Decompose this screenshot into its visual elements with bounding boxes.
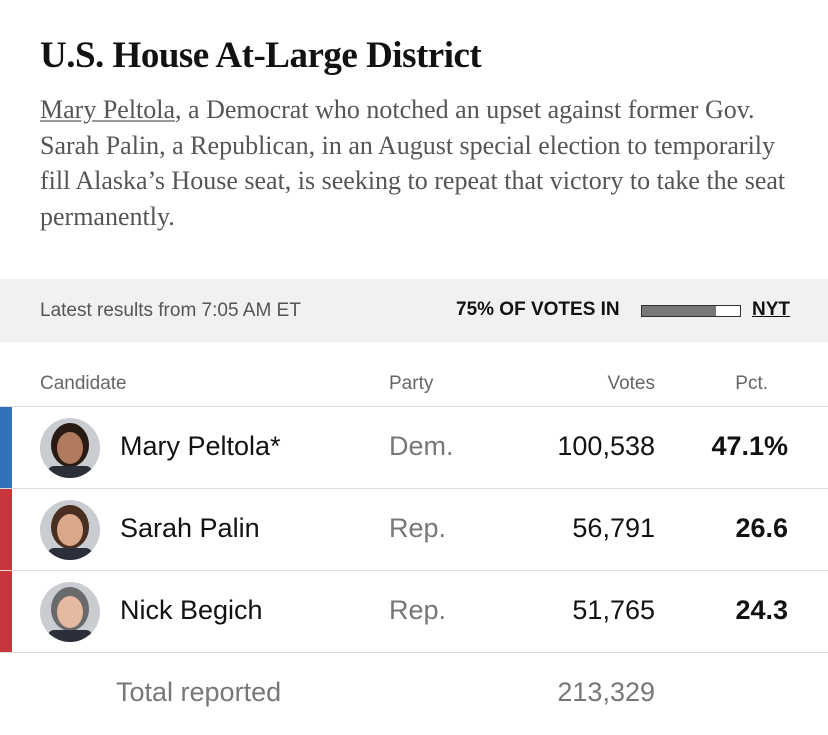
candidate-link[interactable]: Mary Peltola (40, 95, 176, 124)
column-header: Candidate (40, 373, 127, 394)
votes: 51,765 (572, 595, 655, 625)
column-header: Pct. (735, 373, 768, 394)
candidate-name: Sarah Palin (120, 513, 260, 543)
party-color (0, 571, 12, 653)
status-bar: Latest results from 7:05 AM ET 75% OF VO… (0, 279, 828, 342)
candidate-row: Nick Begich Rep. 51,765 24.3 (0, 570, 828, 653)
description: Mary Peltola, a Democrat who notched an … (40, 92, 800, 234)
party-color (0, 407, 12, 489)
party: Dem. (389, 431, 454, 461)
total-label: Total reported (116, 677, 282, 707)
column-header: Party (389, 373, 434, 394)
party-color (0, 489, 12, 571)
reporting: 75% OF VOTES IN (456, 299, 620, 320)
percent: 24.3 (735, 595, 788, 625)
party: Rep. (389, 595, 447, 625)
party: Rep. (389, 513, 447, 543)
avatar (40, 582, 100, 642)
total-votes: 213,329 (557, 677, 655, 707)
candidate-row: Mary Peltola* Dem. 100,538 47.1% (0, 406, 828, 489)
percent: 47.1% (711, 431, 788, 461)
updated-time: Latest results from 7:05 AM ET (40, 300, 301, 321)
title: U.S. House At-Large District (40, 35, 482, 76)
progress-bar (641, 305, 741, 317)
progress-fill (642, 306, 716, 316)
candidate-row: Sarah Palin Rep. 56,791 26.6 (0, 488, 828, 571)
description-text: , a Democrat who notched an upset agains… (40, 95, 786, 231)
column-header: Votes (607, 373, 655, 394)
avatar (40, 418, 100, 478)
percent: 26.6 (735, 513, 788, 543)
candidate-name: Nick Begich (120, 595, 263, 625)
votes: 56,791 (572, 513, 655, 543)
source-link[interactable]: NYT (752, 299, 790, 320)
votes: 100,538 (557, 431, 655, 461)
total-row: Total reported 213,329 (0, 652, 828, 735)
avatar (40, 500, 100, 560)
candidate-name: Mary Peltola* (120, 431, 281, 461)
